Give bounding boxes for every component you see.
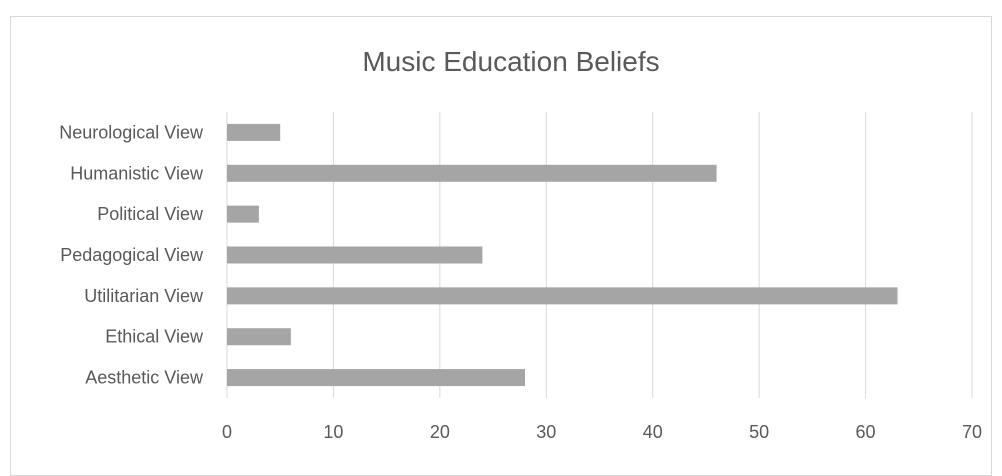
bar-neurological-view: [227, 123, 281, 141]
category-label: Neurological View: [59, 122, 204, 142]
category-label: Pedagogical View: [60, 245, 204, 265]
x-tick-label: 60: [856, 422, 876, 442]
category-labels: Aesthetic View Ethical View Utilitarian Vi…: [59, 122, 204, 387]
bar-ethical-view: [227, 328, 291, 346]
x-tick-label: 50: [749, 422, 769, 442]
category-label: Aesthetic View: [85, 368, 204, 388]
bar-aesthetic-view: [227, 369, 525, 387]
x-tick-label: 40: [643, 422, 663, 442]
x-tick-label: 20: [430, 422, 450, 442]
category-label: Humanistic View: [70, 163, 204, 183]
x-tick-label: 70: [962, 422, 982, 442]
bar-pedagogical-view: [227, 246, 483, 264]
x-tick-labels: 0 10 20 30 40 50 60 70: [222, 422, 982, 442]
category-label: Ethical View: [105, 327, 204, 347]
chart-area: [10, 16, 992, 476]
x-tick-label: 30: [536, 422, 556, 442]
bars: [227, 123, 898, 387]
category-label: Utilitarian View: [84, 286, 204, 306]
gridlines: [226, 112, 973, 398]
bar-political-view: [227, 205, 259, 223]
bar-chart: Music Education Beliefs Aesthetic View Et…: [59, 46, 982, 442]
x-tick-label: 10: [323, 422, 343, 442]
category-label: Political View: [97, 204, 204, 224]
bar-utilitarian-view: [227, 287, 898, 305]
bar-humanistic-view: [227, 164, 717, 182]
chart-title: Music Education Beliefs: [362, 46, 659, 77]
x-tick-label: 0: [222, 422, 232, 442]
